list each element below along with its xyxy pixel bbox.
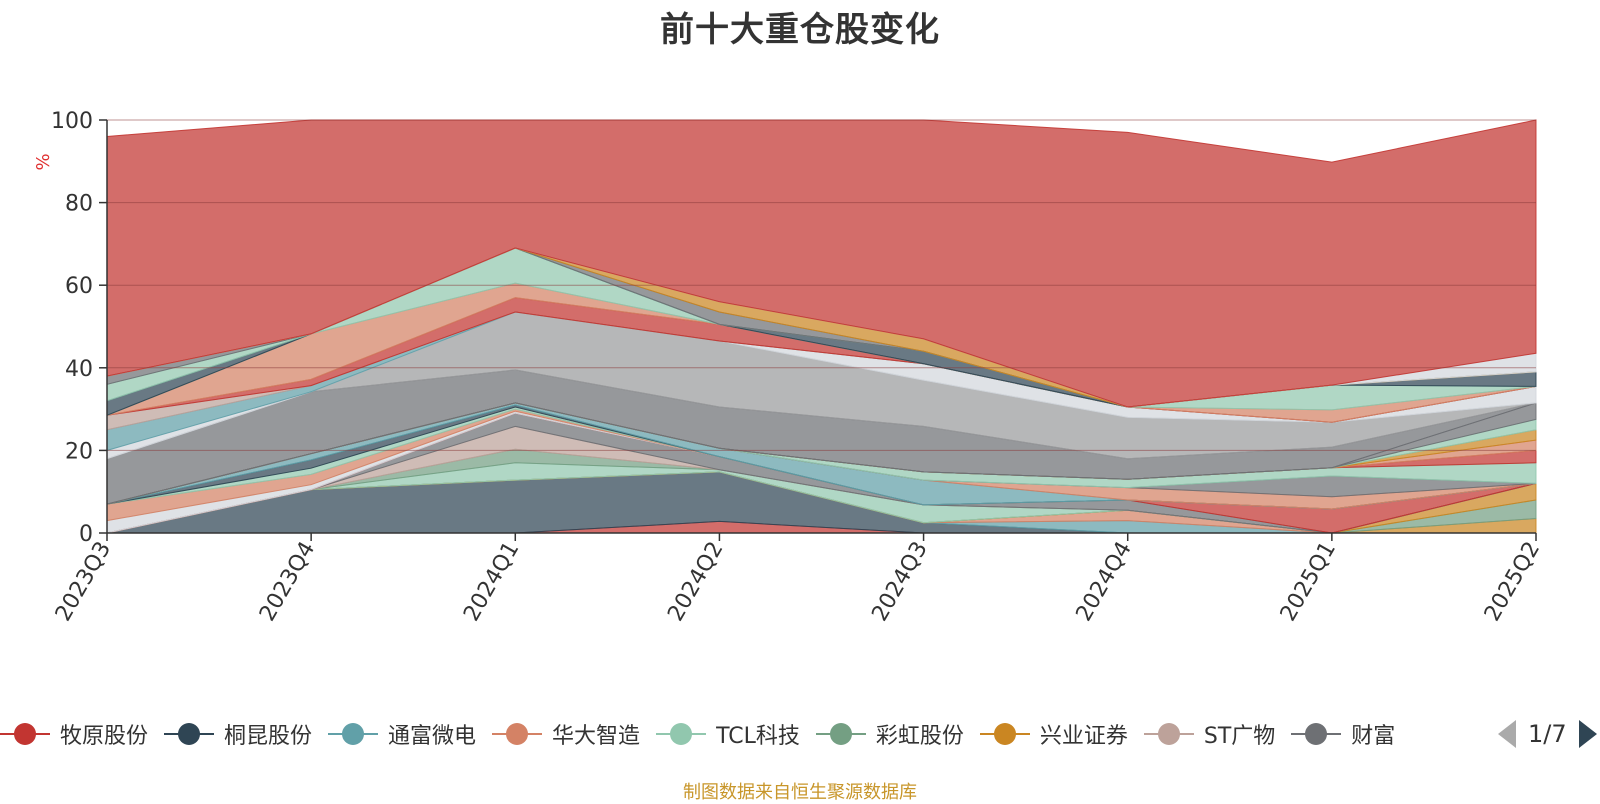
y-tick-label: 100: [51, 109, 93, 134]
y-tick-label: 0: [79, 522, 93, 547]
legend-item[interactable]: 华大智造: [492, 718, 640, 750]
x-tick-label: 2024Q3: [867, 538, 932, 626]
legend-label: 兴业证券: [1039, 724, 1128, 749]
legend-label: 通富微电: [388, 724, 477, 749]
legend-marker-icon: [1143, 722, 1194, 746]
legend-prev-page-icon[interactable]: [1498, 720, 1516, 748]
x-tick-label: 2024Q4: [1072, 538, 1137, 626]
legend-marker-icon: [1291, 722, 1342, 746]
legend-item[interactable]: TCL科技: [656, 718, 800, 750]
legend-item[interactable]: 桐昆股份: [164, 718, 312, 750]
legend-marker-icon: [164, 722, 215, 746]
legend-next-page-icon[interactable]: [1578, 720, 1597, 748]
legend-label: ST广物: [1203, 724, 1276, 749]
y-tick-label: 80: [65, 192, 93, 217]
legend-page-indicator: 1/7: [1528, 720, 1567, 748]
x-tick-label: 2025Q2: [1480, 538, 1545, 626]
y-tick-label: 20: [65, 439, 93, 464]
legend-marker-icon: [492, 722, 543, 746]
y-axis-unit-label: %: [33, 153, 54, 170]
legend-marker-icon: [328, 722, 379, 746]
legend-viewport: 牧原股份 桐昆股份 通富微电 华大智造 TCL科技 彩虹股份 兴业证券 ST广物 财富: [0, 712, 1478, 756]
footer-note: 制图数据来自恒生聚源数据库: [683, 782, 917, 803]
legend: 牧原股份 桐昆股份 通富微电 华大智造 TCL科技 彩虹股份 兴业证券 ST广物 财富 1/7: [0, 712, 1600, 756]
legend-item[interactable]: ST广物: [1143, 718, 1276, 750]
x-tick-label: 2025Q1: [1276, 538, 1341, 626]
legend-label: 牧原股份: [60, 724, 149, 749]
legend-items: 牧原股份 桐昆股份 通富微电 华大智造 TCL科技 彩虹股份 兴业证券 ST广物 财富: [0, 712, 1411, 756]
legend-label: 华大智造: [552, 724, 641, 749]
legend-item[interactable]: 兴业证券: [979, 718, 1128, 750]
legend-marker-icon: [979, 722, 1030, 746]
chart-title: 前十大重仓股变化: [660, 10, 940, 50]
legend-item[interactable]: 财富: [1291, 718, 1395, 750]
legend-item[interactable]: 通富微电: [328, 718, 476, 750]
x-tick-label: 2024Q2: [663, 538, 728, 626]
x-tick-label: 2023Q3: [51, 538, 116, 626]
legend-label: 桐昆股份: [224, 724, 313, 749]
legend-marker-icon: [656, 722, 707, 746]
legend-marker-icon: [0, 722, 50, 746]
gridlines: [107, 119, 1536, 451]
legend-pager: 1/7: [1498, 712, 1597, 756]
legend-item[interactable]: 牧原股份: [0, 718, 148, 750]
legend-label: 财富: [1351, 724, 1396, 749]
y-tick-label: 40: [65, 357, 93, 382]
x-tick-label: 2023Q4: [255, 538, 320, 626]
legend-item[interactable]: 彩虹股份: [815, 718, 964, 750]
legend-label: TCL科技: [716, 724, 800, 749]
legend-label: 彩虹股份: [875, 724, 964, 749]
series-areas: [106, 119, 1537, 534]
y-tick-label: 60: [65, 274, 93, 299]
x-tick-label: 2024Q1: [459, 538, 524, 626]
legend-marker-icon: [815, 722, 866, 746]
